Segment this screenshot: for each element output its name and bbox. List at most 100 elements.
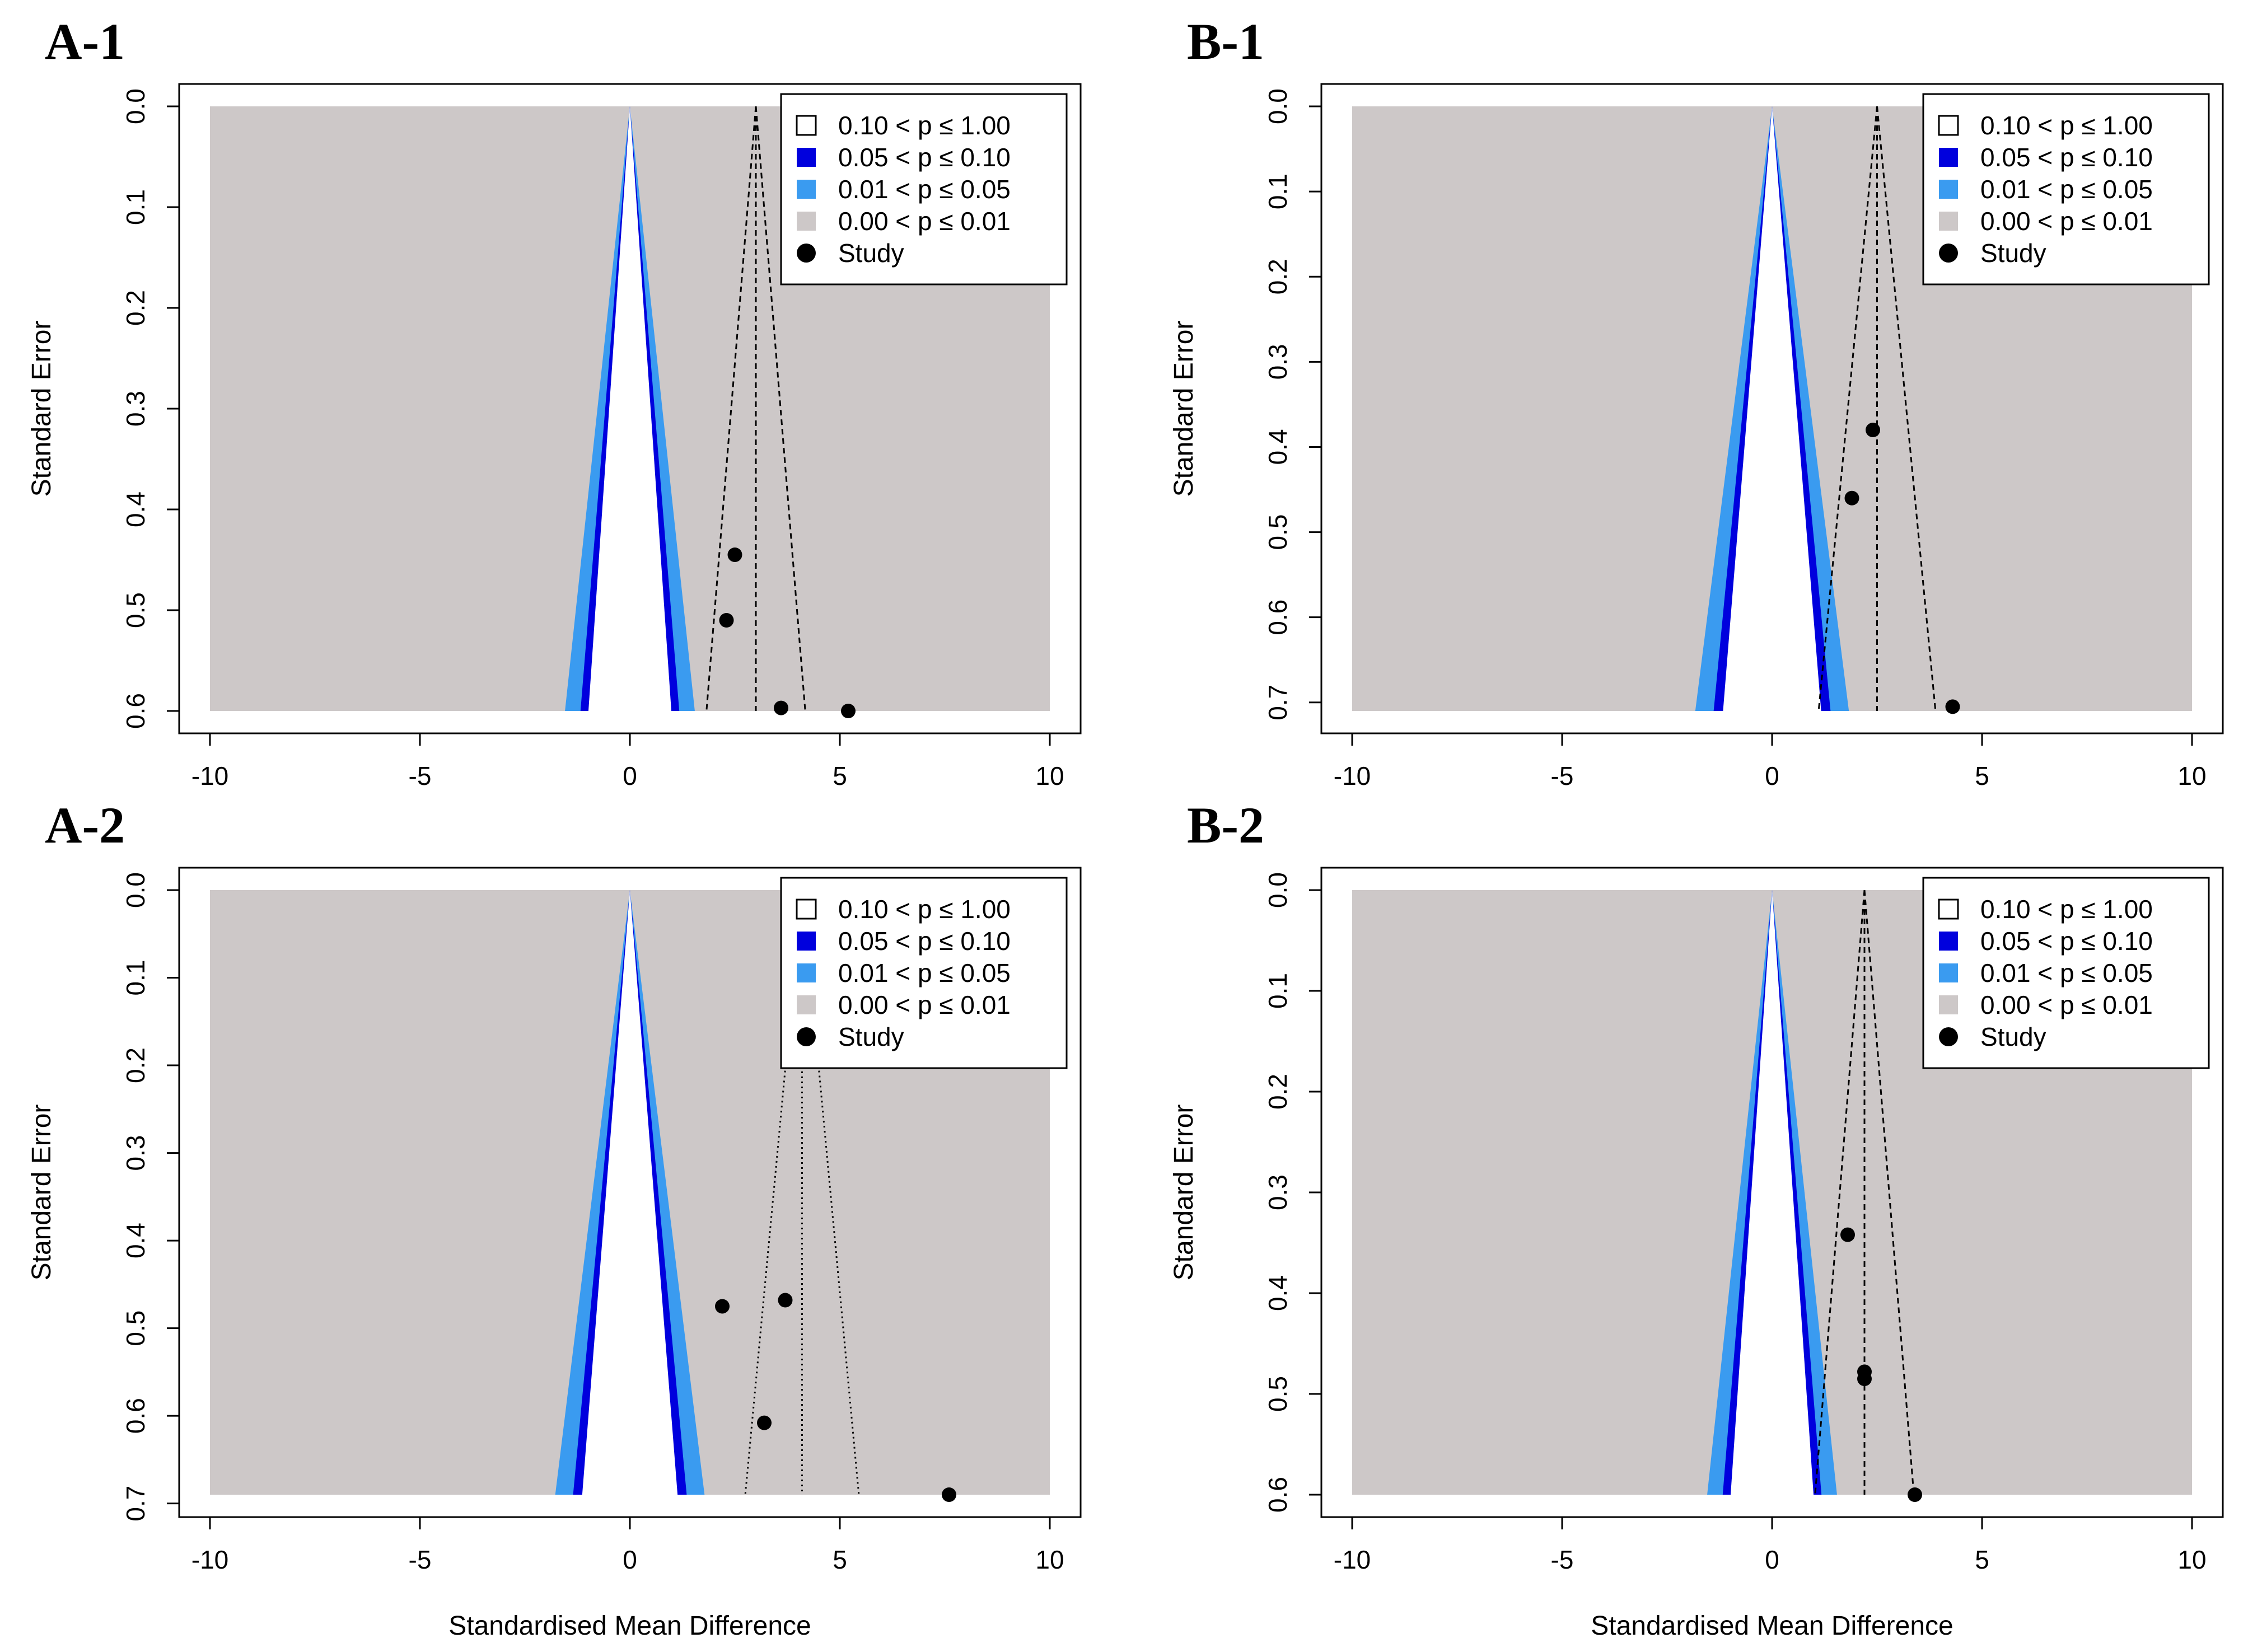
x-axis: -10 -5 0 5 10 bbox=[1334, 1516, 2207, 1574]
legend-label-1: 0.10 < p ≤ 1.00 bbox=[838, 111, 1011, 140]
y-tick-label: 0.2 bbox=[121, 290, 150, 326]
y-tick-label: 0.5 bbox=[121, 1311, 150, 1346]
pooled-ci-left-line bbox=[705, 106, 757, 712]
legend-label-2: 0.05 < p ≤ 0.10 bbox=[838, 926, 1011, 956]
legend-study-marker bbox=[797, 1027, 816, 1046]
y-axis: 0.0 0.1 0.2 0.3 0.4 0.5 0.6 0.7 bbox=[121, 872, 180, 1522]
legend: 0.10 < p ≤ 1.000.05 < p ≤ 0.100.01 < p ≤… bbox=[1922, 93, 2210, 286]
study-point-4 bbox=[942, 1487, 956, 1502]
x-tick-label: -10 bbox=[1334, 1545, 1371, 1574]
study-point-1 bbox=[727, 547, 742, 562]
legend-swatch-2 bbox=[1939, 932, 1958, 951]
y-tick-label: 0.0 bbox=[121, 88, 150, 124]
y-tick-label: 0.5 bbox=[1263, 1376, 1292, 1412]
y-axis-label: Standard Error bbox=[1169, 321, 1199, 497]
y-tick-label: 0.7 bbox=[1263, 685, 1292, 720]
legend-study-marker bbox=[797, 244, 816, 263]
legend-swatch-4 bbox=[1939, 212, 1958, 231]
x-axis-label: Standardised Mean Difference bbox=[448, 1611, 811, 1641]
x-tick-label: -5 bbox=[409, 1545, 432, 1574]
legend-label-2: 0.05 < p ≤ 0.10 bbox=[1980, 143, 2153, 172]
contour-region-p-010-100 bbox=[582, 890, 678, 1495]
legend-swatch-1 bbox=[1938, 898, 1959, 920]
study-point-4 bbox=[841, 704, 856, 718]
study-point-1 bbox=[1840, 1227, 1855, 1242]
y-tick-label: 0.6 bbox=[121, 693, 150, 729]
y-axis-label: Standard Error bbox=[27, 321, 57, 497]
y-tick-label: 0.3 bbox=[1263, 1174, 1292, 1210]
y-tick-label: 0.4 bbox=[121, 492, 150, 527]
legend-label-2: 0.05 < p ≤ 0.10 bbox=[838, 143, 1011, 172]
x-tick-label: 5 bbox=[1975, 1545, 1989, 1574]
y-tick-label: 0.1 bbox=[121, 960, 150, 996]
y-tick-label: 0.6 bbox=[121, 1398, 150, 1434]
legend-study-marker bbox=[1939, 244, 1958, 263]
legend-label-4: 0.00 < p ≤ 0.01 bbox=[1980, 990, 2153, 1019]
legend-swatch-2 bbox=[797, 932, 816, 951]
y-axis: 0.0 0.1 0.2 0.3 0.4 0.5 0.6 bbox=[121, 88, 180, 729]
contour-region-p-010-100 bbox=[588, 106, 672, 711]
legend-swatch-3 bbox=[797, 180, 816, 199]
study-point-1 bbox=[715, 1299, 730, 1314]
legend-swatch-4 bbox=[797, 212, 816, 231]
x-tick-label: 10 bbox=[2177, 1545, 2206, 1574]
legend-label-4: 0.00 < p ≤ 0.01 bbox=[838, 990, 1011, 1019]
funnel-panel-a-2: 0.0 0.1 0.2 0.3 0.4 0.5 0.6 0.7 Standard Error -1… bbox=[27, 797, 1082, 1641]
x-axis-label: Standardised Mean Difference bbox=[1591, 1611, 1953, 1641]
y-tick-label: 0.6 bbox=[1263, 600, 1292, 635]
x-axis: -10 -5 0 5 10 bbox=[1334, 732, 2207, 790]
legend-label-3: 0.01 < p ≤ 0.05 bbox=[1980, 175, 2153, 204]
pooled-ci-left-line bbox=[1814, 890, 1866, 1495]
legend-label-5: Study bbox=[1980, 238, 2046, 268]
legend-label-3: 0.01 < p ≤ 0.05 bbox=[838, 175, 1011, 204]
y-tick-label: 0.3 bbox=[121, 1135, 150, 1171]
x-tick-label: 5 bbox=[1975, 761, 1989, 790]
legend-label-5: Study bbox=[838, 238, 904, 268]
x-tick-label: -10 bbox=[191, 1545, 228, 1574]
x-tick-label: 0 bbox=[1765, 761, 1779, 790]
panel-label: B-2 bbox=[1187, 797, 1264, 854]
legend-swatch-1 bbox=[1938, 115, 1959, 136]
pooled-ci-right-line bbox=[1863, 890, 1915, 1495]
legend-label-5: Study bbox=[838, 1022, 904, 1051]
legend-box bbox=[780, 93, 1068, 286]
study-point-2 bbox=[1844, 490, 1859, 506]
x-tick-label: -5 bbox=[1551, 761, 1574, 790]
study-point-3 bbox=[1857, 1372, 1872, 1386]
x-tick-label: -5 bbox=[409, 761, 432, 790]
legend-label-4: 0.00 < p ≤ 0.01 bbox=[1980, 207, 2153, 236]
pooled-ci-right-line bbox=[1876, 106, 1937, 712]
legend-label-1: 0.10 < p ≤ 1.00 bbox=[1980, 895, 2153, 924]
legend-swatch-4 bbox=[1939, 995, 1958, 1014]
y-tick-label: 0.7 bbox=[121, 1486, 150, 1522]
y-tick-label: 0.2 bbox=[1263, 259, 1292, 294]
study-point-1 bbox=[1866, 423, 1880, 438]
x-tick-label: -10 bbox=[1334, 761, 1371, 790]
pooled-ci-right-line bbox=[755, 106, 806, 712]
legend-box bbox=[1922, 93, 2210, 286]
x-axis: -10 -5 0 5 10 bbox=[191, 1516, 1064, 1574]
pooled-ci-left-line bbox=[1817, 106, 1878, 712]
y-tick-label: 0.4 bbox=[1263, 429, 1292, 465]
y-tick-label: 0.2 bbox=[121, 1047, 150, 1083]
legend-swatch-4 bbox=[797, 995, 816, 1014]
legend-swatch-3 bbox=[1939, 963, 1958, 982]
y-tick-label: 0.1 bbox=[121, 189, 150, 225]
panel-label: B-1 bbox=[1187, 13, 1264, 70]
legend-swatch-3 bbox=[797, 963, 816, 982]
y-axis: 0.0 0.1 0.2 0.3 0.4 0.5 0.6 0.7 bbox=[1263, 88, 1322, 720]
x-tick-label: 5 bbox=[833, 1545, 847, 1574]
y-tick-label: 0.0 bbox=[1263, 872, 1292, 908]
legend-label-2: 0.05 < p ≤ 0.10 bbox=[1980, 926, 2153, 956]
x-tick-label: 0 bbox=[623, 761, 637, 790]
legend-swatch-3 bbox=[1939, 180, 1958, 199]
x-axis: -10 -5 0 5 10 bbox=[191, 732, 1064, 790]
y-tick-label: 0.0 bbox=[1263, 88, 1292, 124]
y-tick-label: 0.4 bbox=[1263, 1275, 1292, 1311]
legend-box bbox=[1922, 877, 2210, 1069]
y-tick-label: 0.3 bbox=[1263, 344, 1292, 380]
legend: 0.10 < p ≤ 1.000.05 < p ≤ 0.100.01 < p ≤… bbox=[780, 877, 1068, 1069]
panel-label: A-1 bbox=[45, 13, 125, 70]
funnel-panel-b-2: 0.0 0.1 0.2 0.3 0.4 0.5 0.6 Standard Error -10 -5… bbox=[1169, 797, 2224, 1641]
legend-swatch-1 bbox=[796, 115, 817, 136]
